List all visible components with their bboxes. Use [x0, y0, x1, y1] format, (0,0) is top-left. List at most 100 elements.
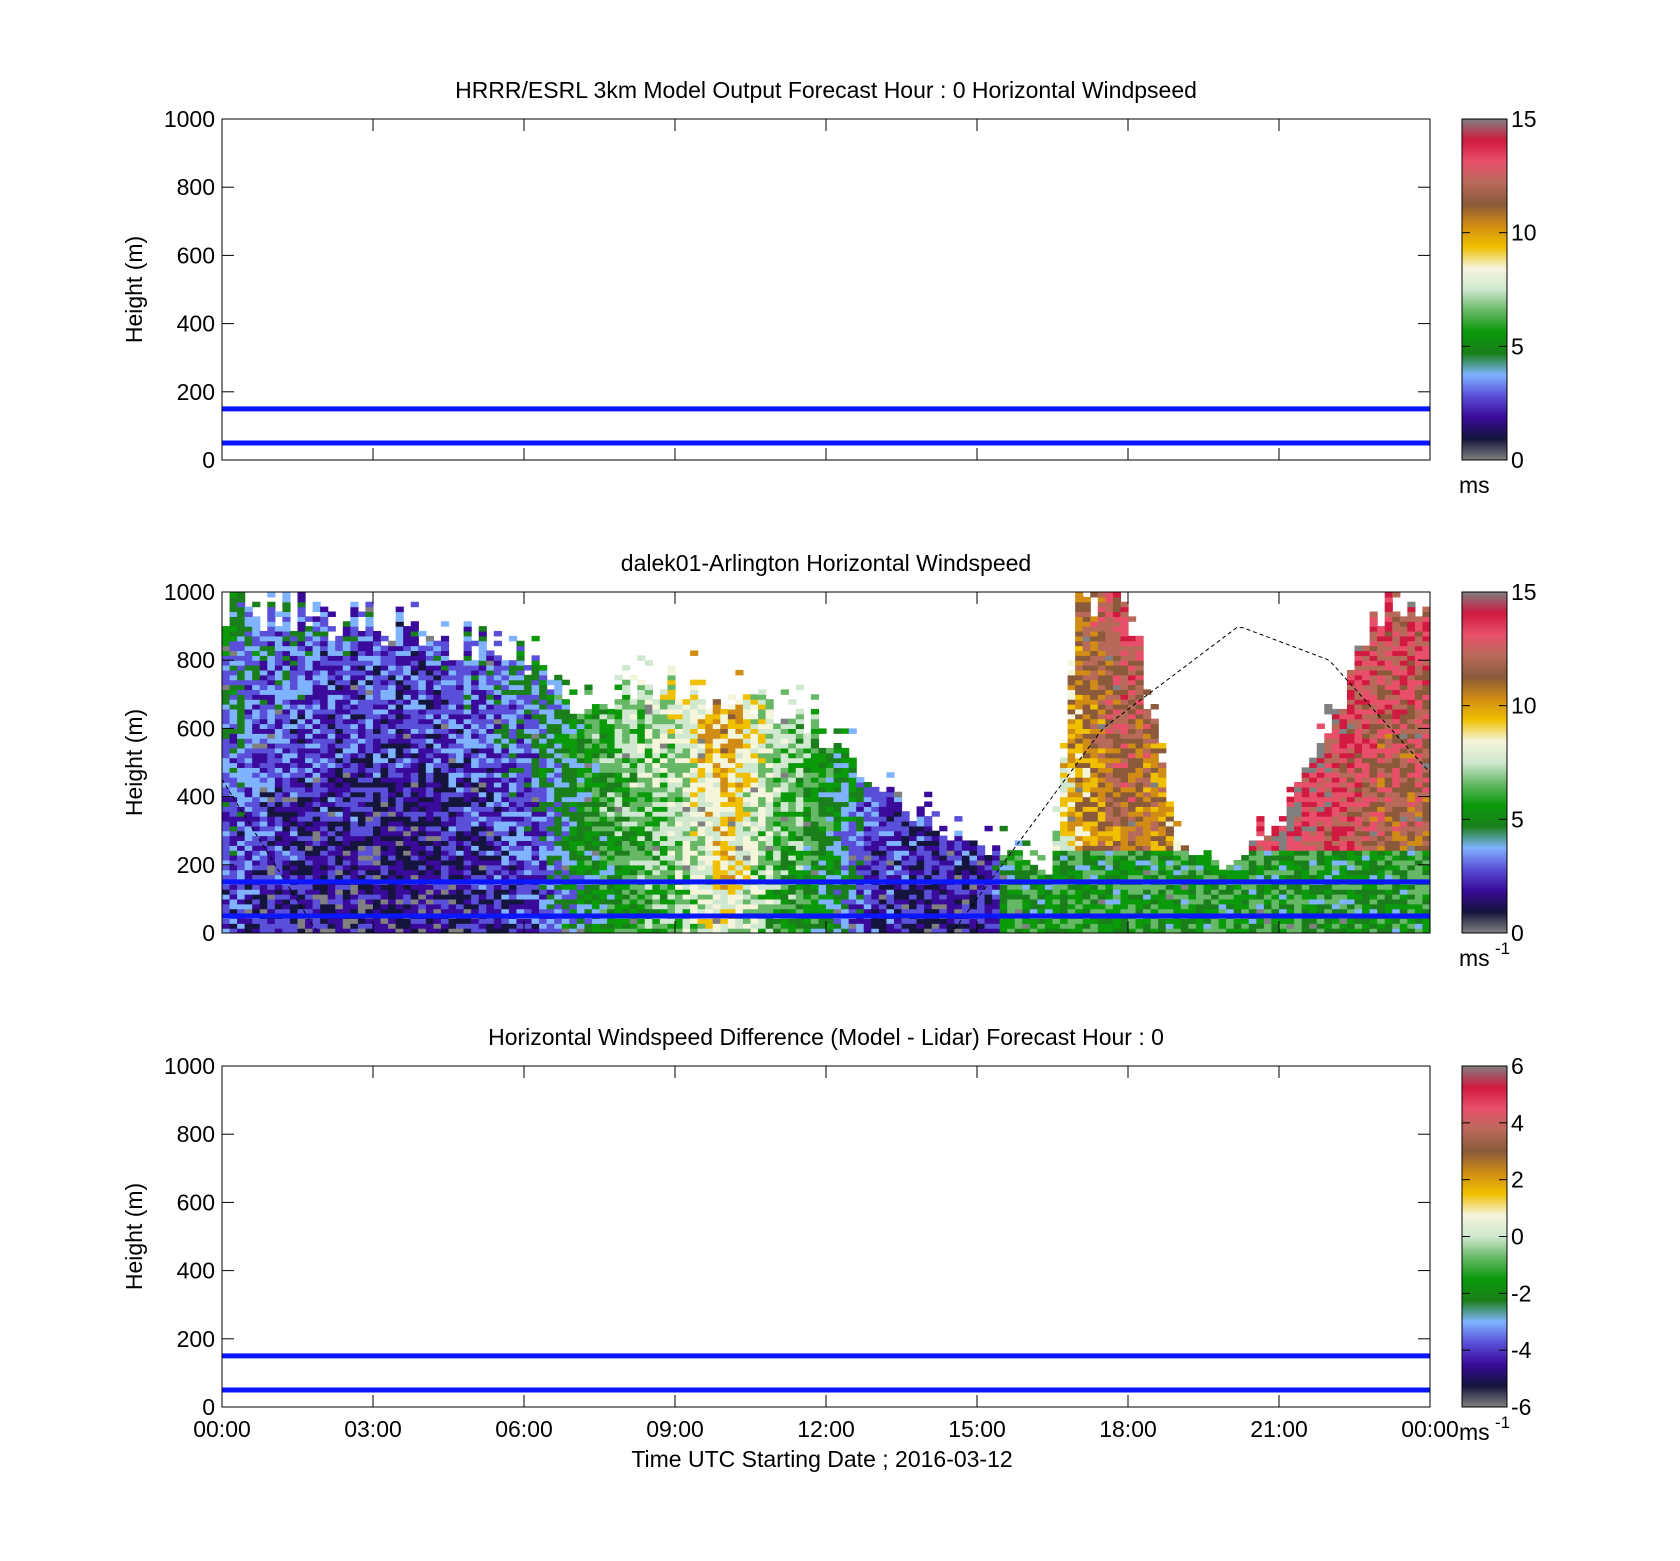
heatmap-cell [320, 864, 329, 871]
heatmap-cell [471, 840, 480, 846]
heatmap-cell [267, 928, 276, 933]
heatmap-cell [478, 757, 487, 764]
heatmap-cell [350, 738, 359, 744]
heatmap-cell [893, 864, 903, 871]
heatmap-cell [493, 713, 502, 720]
heatmap-cell [312, 918, 321, 924]
heatmap-cell [312, 864, 321, 871]
heatmap-cell [222, 728, 231, 734]
heatmap-cell [546, 733, 555, 739]
heatmap-cell [508, 718, 518, 725]
heatmap-cell [342, 640, 351, 647]
heatmap-cell [259, 718, 268, 725]
heatmap-cell [886, 811, 895, 817]
heatmap-cell [569, 801, 578, 807]
heatmap-cell [493, 859, 502, 866]
heatmap-cell [675, 728, 684, 734]
heatmap-cell [471, 752, 480, 759]
heatmap-cell [380, 694, 389, 700]
heatmap-cell [478, 738, 487, 744]
heatmap-cell [727, 859, 736, 866]
heatmap-cell [380, 889, 389, 895]
heatmap-cell [629, 786, 638, 793]
heatmap-cell [433, 923, 442, 929]
heatmap-cell [395, 855, 404, 861]
heatmap-cell [493, 806, 502, 812]
heatmap-cell [735, 884, 744, 890]
heatmap-cell [282, 874, 291, 881]
heatmap-cell [448, 918, 457, 924]
heatmap-cell [750, 743, 759, 749]
heatmap-cell [810, 918, 820, 924]
heatmap-cell [878, 855, 887, 861]
heatmap-cell [312, 723, 321, 729]
heatmap-cell [440, 796, 450, 803]
heatmap-cell [607, 859, 616, 866]
heatmap-cell [350, 791, 359, 798]
heatmap-cell [222, 830, 231, 837]
heatmap-cell [810, 801, 820, 807]
heatmap-cell [516, 743, 525, 749]
heatmap-cell [327, 733, 336, 739]
heatmap-cell [350, 762, 359, 768]
heatmap-cell [403, 630, 412, 637]
heatmap-cell [546, 816, 555, 822]
heatmap-cells [222, 592, 1430, 933]
heatmap-cell [478, 669, 487, 676]
heatmap-cell [486, 874, 495, 881]
heatmap-cell [788, 820, 797, 827]
heatmap-cell [735, 669, 744, 676]
heatmap-cell [931, 869, 940, 876]
heatmap-cell [531, 874, 540, 881]
heatmap-cell [471, 777, 480, 783]
heatmap-cell [222, 928, 231, 933]
heatmap-cell [342, 747, 351, 754]
heatmap-cell [742, 903, 752, 910]
heatmap-cell [312, 645, 321, 652]
heatmap-cell [546, 767, 555, 773]
heatmap-cell [561, 699, 570, 705]
heatmap-cell [788, 928, 797, 933]
heatmap-cell [237, 859, 246, 866]
heatmap-cell [931, 894, 940, 900]
heatmap-cell [644, 820, 653, 827]
heatmap-cell [863, 928, 872, 933]
heatmap-cell [886, 840, 895, 846]
heatmap-cell [237, 845, 246, 851]
heatmap-cell [622, 728, 631, 734]
heatmap-cell [614, 718, 623, 725]
heatmap-cell [342, 840, 351, 846]
heatmap-cell [742, 752, 752, 759]
heatmap-cell [365, 898, 374, 905]
heatmap-cell [591, 796, 601, 803]
heatmap-cell [267, 811, 276, 817]
heatmap-cell [252, 869, 261, 876]
heatmap-cell [388, 757, 397, 764]
heatmap-cell [561, 747, 570, 754]
heatmap-cell [637, 859, 646, 866]
heatmap-cell [720, 884, 729, 890]
heatmap-cell [697, 908, 706, 915]
heatmap-cell [622, 840, 631, 846]
heatmap-cell [244, 898, 253, 905]
heatmap-cell [259, 830, 268, 837]
heatmap-cell [282, 840, 291, 846]
heatmap-cell [425, 777, 434, 783]
heatmap-cell [893, 820, 903, 827]
heatmap-cell [735, 791, 744, 798]
heatmap-cell [667, 762, 676, 768]
heatmap-cell [463, 855, 472, 861]
heatmap-cell [229, 728, 238, 734]
heatmap-cell [357, 733, 367, 739]
heatmap-cell [252, 850, 261, 856]
heatmap-cell [357, 738, 367, 744]
heatmap-cell [305, 713, 314, 720]
heatmap-cell [614, 733, 623, 739]
heatmap-cell [388, 684, 397, 691]
heatmap-cell [252, 855, 261, 861]
heatmap-cell [433, 718, 442, 725]
heatmap-cell [539, 830, 548, 837]
heatmap-cell [486, 830, 495, 837]
heatmap-cell [312, 796, 321, 803]
heatmap-cell [893, 903, 903, 910]
